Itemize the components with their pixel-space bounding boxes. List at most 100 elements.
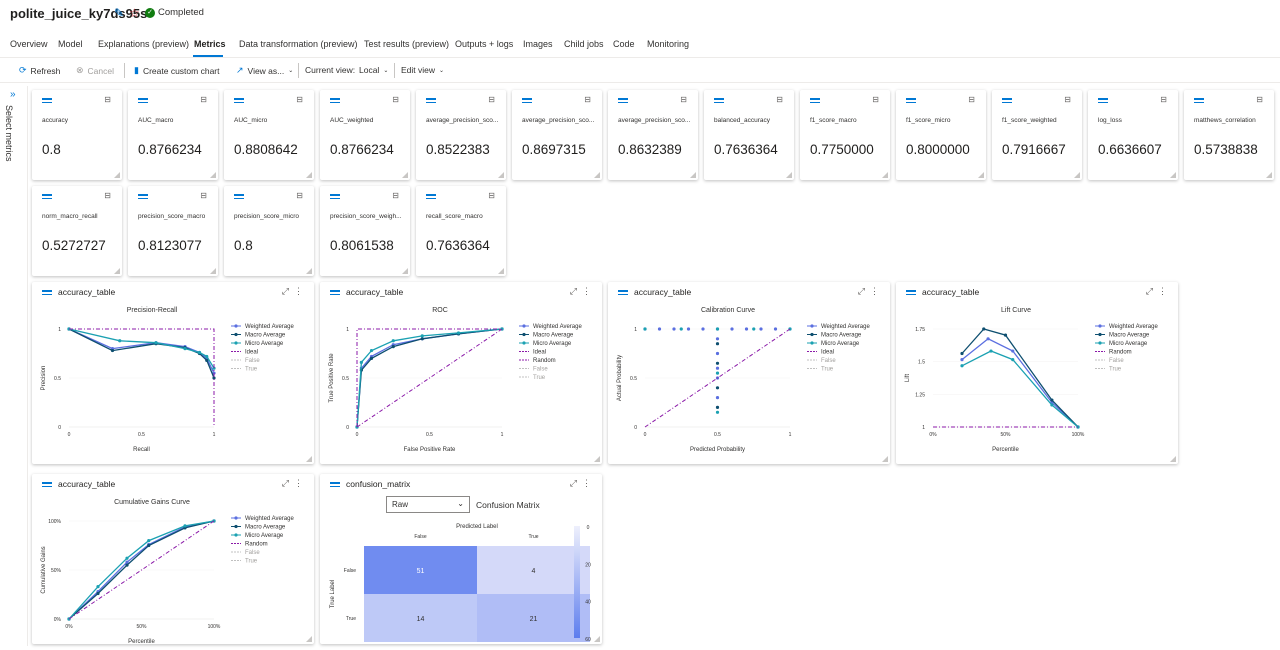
- drag-handle-icon[interactable]: [234, 98, 244, 105]
- drag-handle-icon[interactable]: [330, 482, 340, 489]
- more-options-icon[interactable]: ⋮: [582, 286, 591, 296]
- tab-outputs-logs[interactable]: Outputs + logs: [455, 39, 514, 49]
- drag-handle-icon[interactable]: [906, 98, 916, 105]
- resize-handle-icon[interactable]: [1266, 172, 1272, 178]
- metric-card[interactable]: ⊟ log_loss 0.6636607: [1088, 90, 1178, 180]
- metric-card[interactable]: ⊟ AUC_weighted 0.8766234: [320, 90, 410, 180]
- metric-card[interactable]: ⊟ precision_score_macro 0.8123077: [128, 186, 218, 276]
- expand-icon[interactable]: ⤢: [1145, 286, 1153, 296]
- drag-handle-icon[interactable]: [42, 98, 52, 105]
- refresh-button[interactable]: ⟳ Refresh: [19, 65, 60, 76]
- drag-handle-icon[interactable]: [42, 290, 52, 297]
- metric-card[interactable]: ⊟ f1_score_micro 0.8000000: [896, 90, 986, 180]
- drag-handle-icon[interactable]: [234, 194, 244, 201]
- drag-handle-icon[interactable]: [138, 194, 148, 201]
- resize-handle-icon[interactable]: [594, 636, 600, 642]
- pencil-icon[interactable]: ✎: [114, 6, 125, 20]
- resize-handle-icon[interactable]: [306, 636, 312, 642]
- drag-handle-icon[interactable]: [906, 290, 916, 297]
- more-options-icon[interactable]: ⋮: [294, 286, 303, 296]
- expand-icon[interactable]: ⤢: [857, 286, 865, 296]
- resize-handle-icon[interactable]: [1074, 172, 1080, 178]
- chart-card[interactable]: accuracy_table ⤢ ⋮ ROC 0 0.5 1 0 0.5 1 False Posit…: [320, 282, 602, 464]
- trash-icon[interactable]: ⊟: [1064, 95, 1071, 104]
- drag-handle-icon[interactable]: [618, 98, 628, 105]
- tab-explanations[interactable]: Explanations (preview): [98, 39, 190, 49]
- star-icon[interactable]: ☆: [129, 6, 140, 20]
- more-options-icon[interactable]: ⋮: [870, 286, 879, 296]
- resize-handle-icon[interactable]: [306, 172, 312, 178]
- tab-data-transformation[interactable]: Data transformation (preview): [239, 39, 358, 49]
- tab-monitoring[interactable]: Monitoring: [647, 39, 690, 49]
- resize-handle-icon[interactable]: [306, 268, 312, 274]
- expand-icon[interactable]: ⤢: [281, 478, 289, 488]
- chart-card[interactable]: accuracy_table ⤢ ⋮ Calibration Curve 0 0.5 1 0 0…: [608, 282, 890, 464]
- drag-handle-icon[interactable]: [1194, 98, 1204, 105]
- drag-handle-icon[interactable]: [330, 194, 340, 201]
- drag-handle-icon[interactable]: [138, 98, 148, 105]
- more-options-icon[interactable]: ⋮: [294, 478, 303, 488]
- drag-handle-icon[interactable]: [426, 98, 436, 105]
- tab-metrics[interactable]: Metrics: [194, 39, 226, 49]
- drag-handle-icon[interactable]: [714, 98, 724, 105]
- tab-test-results[interactable]: Test results (preview): [364, 39, 450, 49]
- tab-child-jobs[interactable]: Child jobs: [564, 39, 604, 49]
- drag-handle-icon[interactable]: [1098, 98, 1108, 105]
- resize-handle-icon[interactable]: [114, 268, 120, 274]
- drag-handle-icon[interactable]: [42, 482, 52, 489]
- trash-icon[interactable]: ⊟: [392, 95, 399, 104]
- trash-icon[interactable]: ⊟: [488, 95, 495, 104]
- create-custom-chart-button[interactable]: ▮ Create custom chart: [134, 65, 219, 76]
- metric-card[interactable]: ⊟ average_precision_sco... 0.8632389: [608, 90, 698, 180]
- resize-handle-icon[interactable]: [402, 268, 408, 274]
- resize-handle-icon[interactable]: [882, 456, 888, 462]
- resize-handle-icon[interactable]: [210, 172, 216, 178]
- resize-handle-icon[interactable]: [1170, 456, 1176, 462]
- metric-card[interactable]: ⊟ average_precision_sco... 0.8697315: [512, 90, 602, 180]
- edit-view-dropdown[interactable]: Edit view ⌄: [401, 65, 444, 75]
- resize-handle-icon[interactable]: [402, 172, 408, 178]
- resize-handle-icon[interactable]: [594, 172, 600, 178]
- chart-card[interactable]: accuracy_table ⤢ ⋮ Lift Curve 0% 50% 100% 1 1.25…: [896, 282, 1178, 464]
- drag-handle-icon[interactable]: [330, 98, 340, 105]
- trash-icon[interactable]: ⊟: [776, 95, 783, 104]
- trash-icon[interactable]: ⊟: [104, 95, 111, 104]
- resize-handle-icon[interactable]: [498, 268, 504, 274]
- chart-card[interactable]: confusion_matrix ⤢ ⋮ Predicted Label True La…: [320, 474, 602, 644]
- trash-icon[interactable]: ⊟: [296, 95, 303, 104]
- chart-card[interactable]: accuracy_table ⤢ ⋮ Precision-Recall 0 0.5 1 0 0.…: [32, 282, 314, 464]
- metric-card[interactable]: ⊟ AUC_micro 0.8808642: [224, 90, 314, 180]
- matrix-mode-dropdown[interactable]: Raw ⌄: [386, 496, 470, 513]
- drag-handle-icon[interactable]: [618, 290, 628, 297]
- resize-handle-icon[interactable]: [498, 172, 504, 178]
- resize-handle-icon[interactable]: [114, 172, 120, 178]
- current-view-dropdown[interactable]: Local ⌄: [359, 65, 388, 75]
- metric-card[interactable]: ⊟ matthews_correlation 0.5738838: [1184, 90, 1274, 180]
- metric-card[interactable]: ⊟ f1_score_weighted 0.7916667: [992, 90, 1082, 180]
- expand-chevron-icon[interactable]: »: [10, 89, 16, 100]
- tab-model[interactable]: Model: [58, 39, 83, 49]
- resize-handle-icon[interactable]: [1170, 172, 1176, 178]
- trash-icon[interactable]: ⊟: [488, 191, 495, 200]
- metric-card[interactable]: ⊟ precision_score_micro 0.8: [224, 186, 314, 276]
- trash-icon[interactable]: ⊟: [296, 191, 303, 200]
- drag-handle-icon[interactable]: [330, 290, 340, 297]
- trash-icon[interactable]: ⊟: [680, 95, 687, 104]
- metric-card[interactable]: ⊟ balanced_accuracy 0.7636364: [704, 90, 794, 180]
- trash-icon[interactable]: ⊟: [104, 191, 111, 200]
- more-options-icon[interactable]: ⋮: [1158, 286, 1167, 296]
- metric-card[interactable]: ⊟ AUC_macro 0.8766234: [128, 90, 218, 180]
- metric-card[interactable]: ⊟ f1_score_macro 0.7750000: [800, 90, 890, 180]
- trash-icon[interactable]: ⊟: [392, 191, 399, 200]
- expand-icon[interactable]: ⤢: [569, 478, 577, 488]
- drag-handle-icon[interactable]: [1002, 98, 1012, 105]
- view-as-button[interactable]: ↗ View as... ⌄: [236, 65, 293, 76]
- resize-handle-icon[interactable]: [306, 456, 312, 462]
- tab-code[interactable]: Code: [613, 39, 635, 49]
- chart-card[interactable]: accuracy_table ⤢ ⋮ Cumulative Gains Curve 0%…: [32, 474, 314, 644]
- trash-icon[interactable]: ⊟: [200, 95, 207, 104]
- trash-icon[interactable]: ⊟: [584, 95, 591, 104]
- drag-handle-icon[interactable]: [810, 98, 820, 105]
- metric-card[interactable]: ⊟ accuracy 0.8: [32, 90, 122, 180]
- metric-card[interactable]: ⊟ recall_score_macro 0.7636364: [416, 186, 506, 276]
